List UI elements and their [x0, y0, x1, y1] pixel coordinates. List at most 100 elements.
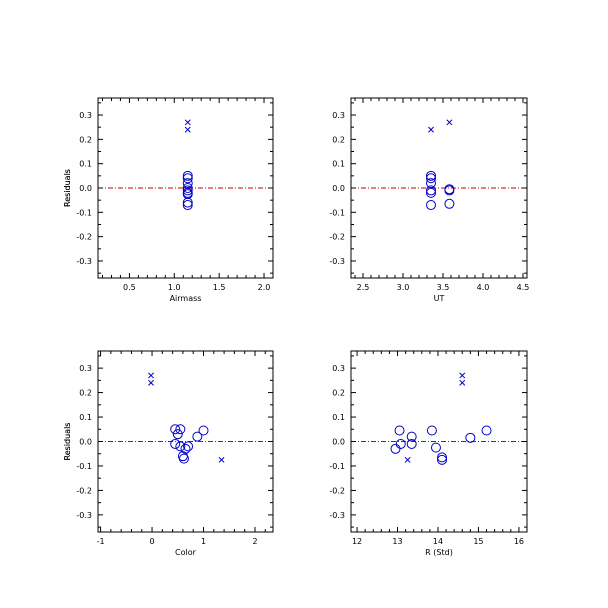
plot-panel-3: -0.3 -0.2 -0.1 0.0 0.1 0.2 0.3 -1 0 1 2 Color Residu… — [63, 350, 274, 557]
y-tick-label: 0.1 — [332, 160, 345, 169]
y-tick-label: -0.3 — [76, 257, 92, 266]
data-point-circle — [178, 453, 189, 464]
x-tick-label: 1.5 — [213, 283, 226, 292]
y-axis-label: Residuals — [63, 169, 72, 207]
x-tick-label: 14 — [433, 537, 443, 546]
plot-panel-4: -0.3-0.2-0.10.00.10.20.312 13 14 15 16R (Std… — [63, 350, 528, 557]
y-tick-label: -0.2 — [329, 233, 345, 242]
x-marker-stroke — [459, 372, 466, 379]
data-point-circle — [182, 185, 193, 196]
y-tick-label: -0.2 — [76, 486, 92, 495]
data-point-x — [148, 379, 154, 386]
y-tick-label: 0.2 — [79, 389, 92, 398]
x-tick-label: 1 — [201, 537, 206, 546]
x-axis-label: Airmass — [170, 294, 202, 303]
x-tick-label: 13 — [392, 537, 402, 546]
y-tick-label: 0.3 — [79, 111, 92, 120]
data-point-circle — [426, 425, 437, 436]
y-tick-label: -0.2 — [329, 486, 345, 495]
y-tick-label: -0.1 — [329, 208, 345, 217]
x-tick-label: 12 — [352, 537, 362, 546]
y-tick-label: 0.0 — [332, 438, 345, 447]
data-point-circle — [183, 441, 194, 452]
data-point-circle — [430, 442, 441, 453]
y-tick-label: 0.3 — [332, 111, 345, 120]
y-axis-label: Residuals — [63, 423, 72, 461]
x-tick-label: 4.0 — [477, 283, 490, 292]
data-point-x — [148, 372, 154, 379]
y-tick-label: -0.3 — [76, 511, 92, 520]
y-tick-label: 0.0 — [79, 438, 92, 447]
y-tick-label: -0.1 — [329, 462, 345, 471]
y-tick-label: -0.1 — [76, 462, 92, 471]
data-point-x — [459, 379, 466, 386]
x-tick-label: 1.0 — [168, 283, 181, 292]
x-marker-stroke — [446, 119, 453, 126]
data-point-circle — [172, 429, 183, 440]
y-tick-label: 0.3 — [79, 364, 92, 373]
data-point-circle — [182, 178, 193, 189]
y-tick-label: 0.2 — [332, 135, 345, 144]
data-point-circle — [426, 173, 436, 184]
x-tick-label: 2 — [252, 537, 257, 546]
data-point-circle — [426, 185, 436, 196]
data-point-circle — [406, 438, 417, 449]
data-point-x — [404, 456, 411, 463]
x-marker-stroke — [184, 119, 191, 126]
y-axis-label: Residuals — [63, 169, 72, 207]
y-tick-label: 0.2 — [332, 389, 345, 398]
data-point-circle — [182, 200, 193, 211]
data-point-circle — [170, 424, 181, 435]
data-point-circle — [182, 183, 193, 193]
data-point-circle — [426, 178, 436, 189]
x-marker-stroke — [148, 379, 154, 386]
x-tick-label: 3.0 — [397, 283, 410, 292]
y-tick-label: 0.2 — [79, 135, 92, 144]
x-axis-label: UT — [434, 294, 445, 303]
data-point-circle — [437, 454, 448, 465]
x-axis-label: R (Std) — [425, 548, 453, 557]
y-tick-label: -0.3 — [329, 257, 345, 266]
x-marker-stroke — [218, 456, 225, 463]
data-point-circle — [170, 438, 181, 449]
data-point-circle — [406, 431, 417, 442]
y-tick-label: -0.3 — [329, 511, 345, 520]
y-tick-label: 0.3 — [332, 364, 345, 373]
data-point-x — [184, 126, 191, 133]
plot-panel-2: -0.3 -0.2 -0.1 0.0 0.1 0.2 0.3 2.5 3.0 3.5 4.0 4.5 U… — [63, 97, 529, 303]
y-tick-label: -0.2 — [76, 233, 92, 242]
y-tick-label: 0.0 — [79, 184, 92, 193]
data-point-circle — [180, 443, 191, 454]
x-marker-stroke — [184, 126, 191, 133]
x-marker-stroke — [148, 372, 154, 379]
data-point-circle — [426, 200, 436, 211]
x-marker-stroke — [428, 126, 434, 133]
x-marker-stroke — [404, 456, 411, 463]
data-point-circle — [395, 438, 406, 449]
data-point-circle — [182, 173, 193, 184]
data-point-circle — [182, 197, 193, 208]
data-point-x — [218, 456, 225, 463]
data-point-circle — [175, 424, 186, 435]
x-tick-label: 16 — [514, 537, 524, 546]
data-point-x — [446, 119, 453, 126]
x-axis-label: Color — [175, 548, 197, 557]
x-tick-label: 15 — [473, 537, 483, 546]
y-tick-label: 0.1 — [79, 160, 92, 169]
data-point-circle — [192, 431, 203, 442]
data-point-circle — [426, 170, 436, 181]
x-tick-label: 2.0 — [258, 283, 271, 292]
plot-panel-1: -0.3 -0.2 -0.1 0.0 0.1 0.2 0.3 0.5 1.0 1.5 2.0 Airm… — [63, 97, 274, 303]
data-point-circle — [198, 425, 209, 436]
x-tick-label: 3.5 — [437, 283, 450, 292]
data-point-x — [428, 126, 434, 133]
x-tick-label: 0 — [149, 537, 154, 546]
y-tick-label: 0.1 — [332, 413, 345, 422]
x-marker-stroke — [459, 379, 466, 386]
data-point-circle — [444, 185, 455, 196]
data-point-x — [459, 372, 466, 379]
data-point-circle — [182, 170, 193, 181]
x-tick-label: 2.5 — [357, 283, 370, 292]
data-point-circle — [437, 452, 448, 463]
